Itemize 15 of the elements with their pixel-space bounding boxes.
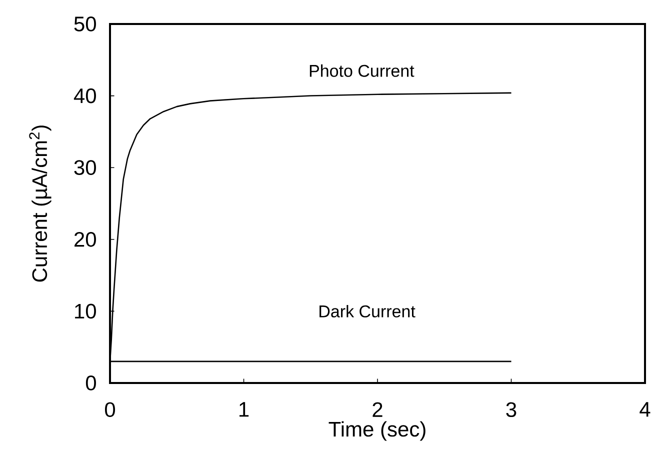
series-label: Photo Current: [310, 64, 414, 77]
text: Dark Current: [320, 304, 416, 318]
y-tick-label: 40: [74, 88, 96, 104]
x-axis-title: Time (sec): [328, 421, 426, 441]
x-tick-label: 1: [240, 402, 249, 417]
x-tick-label: 0: [104, 402, 116, 418]
y-tick-label: 30: [74, 160, 96, 176]
y-tick-label: 50: [74, 16, 96, 32]
x-tick-label: 3: [506, 402, 516, 418]
y-axis-title: Current (µA/cm$^{2}$): [29, 126, 52, 282]
y-tick-label: 10: [75, 304, 96, 319]
y-tick-label: 0: [86, 376, 96, 390]
x-tick-label: 2: [372, 402, 382, 417]
y-tick-label: 20: [74, 232, 96, 247]
x-tick-label: 4: [640, 402, 650, 417]
